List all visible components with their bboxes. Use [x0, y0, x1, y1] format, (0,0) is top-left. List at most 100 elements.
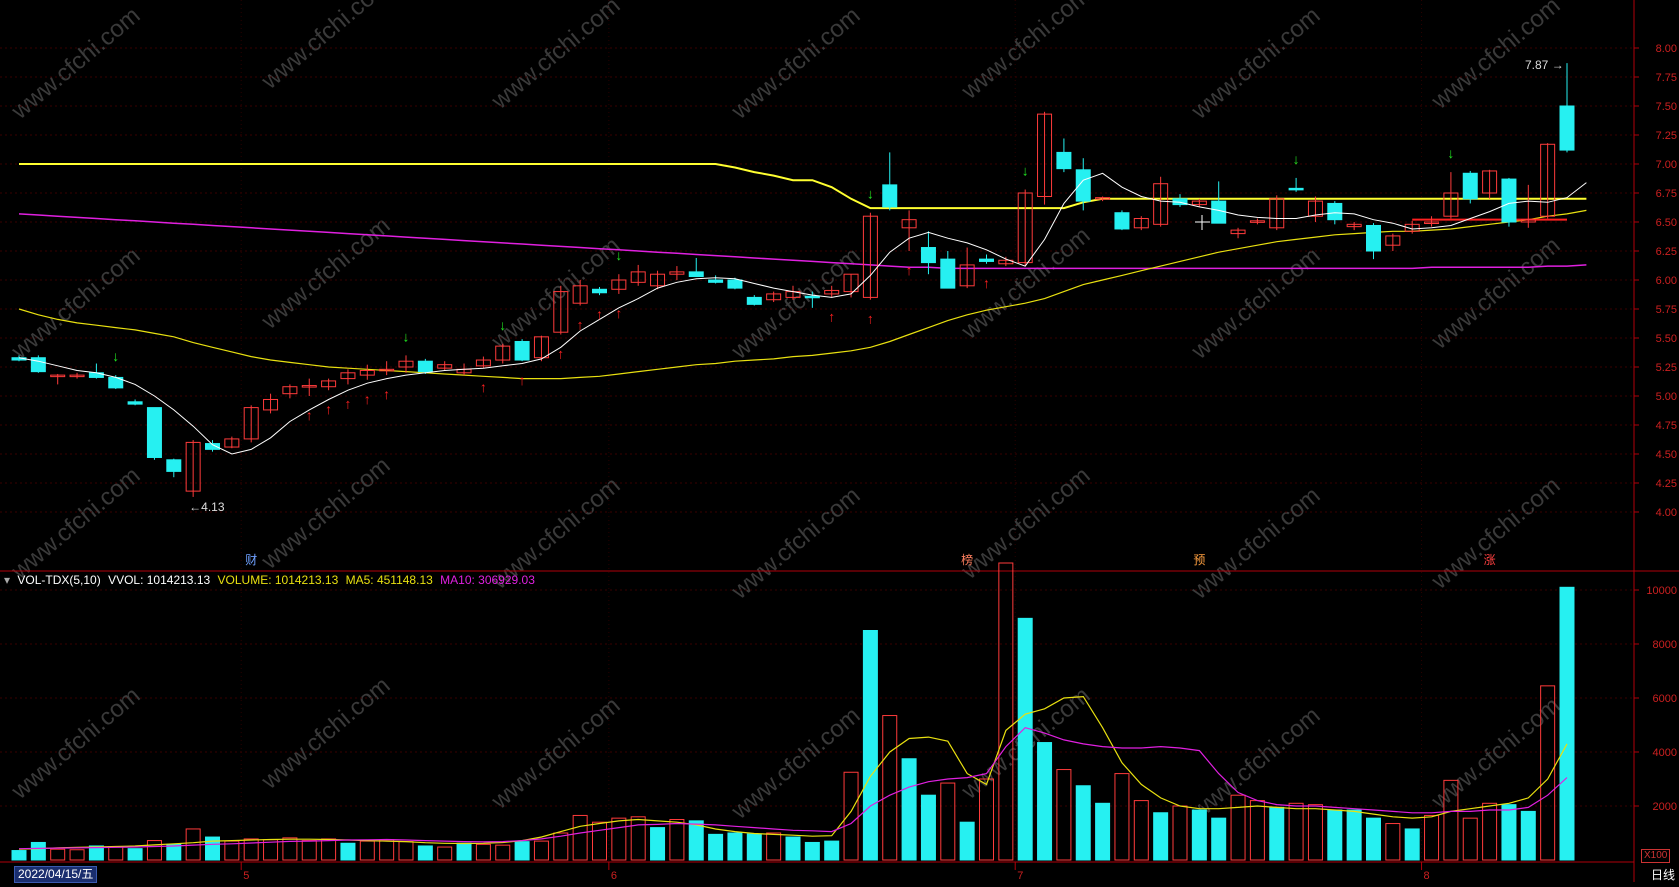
candle-down [979, 258, 994, 262]
event-marker: 涨 [1484, 552, 1496, 567]
candle-up [69, 374, 85, 378]
volume-bar-down [1366, 817, 1381, 861]
candle-down [417, 360, 433, 373]
volume-bar-down [127, 848, 143, 861]
candle-up [263, 398, 279, 411]
volume-tick-label: 8000 [1653, 639, 1677, 651]
period-label[interactable]: 日线 [1650, 868, 1675, 882]
candle-up [669, 271, 685, 275]
volume-bar-up [611, 817, 627, 861]
volume-bar-up [379, 839, 395, 861]
price-tick-label: 5.50 [1656, 333, 1677, 345]
price-tick-label: 6.25 [1656, 246, 1677, 258]
candle-up [1037, 113, 1053, 197]
volume-bar-down [88, 845, 104, 861]
candle-down [746, 296, 762, 305]
candle-up [1346, 223, 1362, 228]
volume-bar-up [301, 840, 317, 861]
sell-arrow-icon: ↓ [1293, 151, 1300, 167]
volume-bar-up [1172, 805, 1188, 861]
volume-bar-up [50, 848, 66, 861]
price-tick-label: 8.00 [1656, 43, 1677, 55]
sell-arrow-icon: ↓ [403, 328, 410, 344]
resistance-line [19, 163, 1587, 210]
candle-up [1017, 192, 1033, 264]
month-label: 8 [1424, 870, 1430, 882]
volume-bar-down [901, 758, 917, 861]
volume-bar-up [359, 840, 375, 861]
volume-bar-up [398, 841, 414, 861]
candle-down [514, 340, 530, 361]
volume-bar-down [1269, 806, 1285, 861]
volume-bar-down [959, 821, 975, 861]
volume-bar-up [979, 778, 994, 861]
volume-bar-up [1133, 800, 1149, 861]
volume-bar-up [1385, 823, 1401, 861]
candle-up [1385, 235, 1401, 246]
candle-down [146, 407, 162, 458]
indicator-name[interactable]: VOL-TDX(5,10) [17, 573, 101, 587]
ma5-value: MA5: 451148.13 [345, 573, 433, 587]
volume-bar-up [282, 837, 298, 861]
price-tick-label: 7.50 [1656, 101, 1677, 113]
month-label: 5 [243, 870, 249, 882]
volume-bar-up [669, 819, 685, 861]
buy-arrow-icon: ↑ [577, 317, 584, 333]
price-tick-label: 7.25 [1656, 130, 1677, 142]
candle-down [1327, 202, 1343, 221]
watermark-text: www.cfchi.com [486, 232, 626, 355]
candle-down [882, 184, 898, 208]
volume-bar-down [688, 820, 704, 861]
volume-bar-down [1037, 742, 1053, 861]
watermark-text: www.cfchi.com [726, 482, 866, 605]
candle-up [282, 386, 298, 395]
volume-bar-up [1288, 802, 1304, 861]
volume-value: VOLUME: 1014213.13 [217, 573, 339, 587]
volume-bar-up [882, 715, 898, 861]
candle-up [321, 380, 337, 388]
buy-arrow-icon: ↑ [344, 395, 351, 411]
ma-mid-line [18, 209, 1587, 380]
candle-up [1269, 198, 1285, 229]
watermark-text: www.cfchi.com [1186, 242, 1326, 365]
price-tick-label: 5.00 [1656, 391, 1677, 403]
watermark-text: www.cfchi.com [956, 462, 1096, 585]
low-price-annotation: ←4.13 [189, 500, 225, 514]
volume-bar-up [1114, 773, 1130, 861]
candle-up [1443, 192, 1459, 217]
event-marker: 财 [245, 553, 257, 567]
buy-arrow-icon: ↑ [519, 372, 526, 388]
month-label: 6 [611, 870, 617, 882]
candle-down [1056, 151, 1072, 170]
candle-up [1095, 197, 1111, 200]
volume-bar-up [475, 843, 491, 861]
buy-arrow-icon: ↑ [325, 401, 332, 417]
volume-tick-label: 2000 [1653, 801, 1677, 813]
watermark-text: www.cfchi.com [6, 462, 146, 585]
volume-bar-up [1443, 779, 1459, 861]
watermark-text: www.cfchi.com [956, 0, 1096, 105]
volume-bar-down [1501, 804, 1517, 861]
candle-down [166, 459, 182, 472]
ma-long-line [18, 213, 1587, 270]
volume-bar-down [1017, 617, 1033, 861]
sell-arrow-icon: ↓ [867, 186, 874, 202]
candle-up [1404, 223, 1420, 232]
collapse-icon[interactable]: ▾ [4, 573, 11, 587]
candle-down [30, 357, 46, 373]
watermark-text: www.cfchi.com [1186, 702, 1326, 825]
volume-tick-label: 6000 [1653, 693, 1677, 705]
volume-bar-down [727, 832, 743, 861]
volume-bar-up [321, 838, 337, 861]
price-tick-label: 7.00 [1656, 159, 1677, 171]
candle-up [959, 264, 975, 287]
buy-arrow-icon: ↑ [983, 275, 990, 291]
vvol-value: VVOL: 1014213.13 [108, 573, 211, 587]
ma10-value: MA10: 306929.03 [440, 573, 535, 587]
volume-bar-down [1211, 817, 1227, 861]
buy-arrow-icon: ↑ [828, 308, 835, 324]
volume-bar-up [630, 816, 646, 861]
volume-bar-up [1307, 804, 1323, 861]
